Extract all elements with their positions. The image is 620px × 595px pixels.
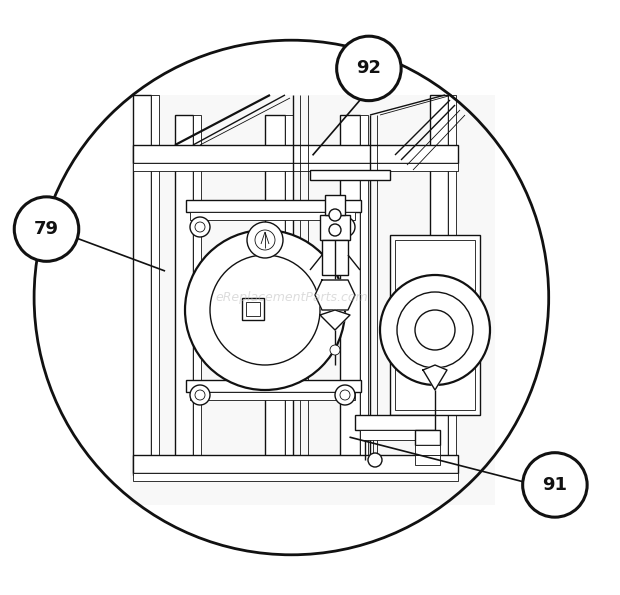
Circle shape xyxy=(340,222,350,232)
Text: 92: 92 xyxy=(356,60,381,77)
Bar xyxy=(133,163,458,171)
Circle shape xyxy=(330,345,340,355)
Bar xyxy=(395,240,475,410)
Bar xyxy=(360,115,368,475)
Bar xyxy=(151,95,159,475)
Bar xyxy=(310,170,390,180)
Bar xyxy=(186,380,361,392)
Bar xyxy=(130,95,495,505)
Circle shape xyxy=(337,36,401,101)
Bar xyxy=(448,95,456,475)
Bar xyxy=(430,95,448,475)
Bar xyxy=(190,212,355,220)
Circle shape xyxy=(210,255,320,365)
Bar xyxy=(360,430,420,440)
Bar xyxy=(355,415,435,430)
Circle shape xyxy=(329,224,341,236)
Bar xyxy=(246,302,260,316)
Bar xyxy=(340,115,360,475)
Bar xyxy=(415,430,440,445)
Bar xyxy=(175,115,193,475)
Circle shape xyxy=(190,385,210,405)
Circle shape xyxy=(185,230,345,390)
Bar xyxy=(325,195,345,215)
Circle shape xyxy=(190,217,210,237)
Circle shape xyxy=(397,292,473,368)
Text: eReplacementParts.com: eReplacementParts.com xyxy=(215,291,368,304)
Circle shape xyxy=(195,390,205,400)
Bar xyxy=(265,115,285,475)
Circle shape xyxy=(255,230,275,250)
Bar xyxy=(133,455,458,473)
Text: 79: 79 xyxy=(34,220,59,238)
Polygon shape xyxy=(320,310,350,330)
Circle shape xyxy=(247,222,283,258)
Bar xyxy=(322,240,348,275)
Circle shape xyxy=(195,222,205,232)
Circle shape xyxy=(14,197,79,261)
Circle shape xyxy=(329,209,341,221)
Circle shape xyxy=(335,217,355,237)
Bar xyxy=(193,115,201,475)
Bar xyxy=(242,298,264,320)
Circle shape xyxy=(380,275,490,385)
Bar xyxy=(133,95,151,475)
Circle shape xyxy=(368,453,382,467)
Bar xyxy=(320,215,350,240)
Bar xyxy=(133,145,458,163)
Bar xyxy=(190,392,355,400)
Bar xyxy=(390,235,480,415)
Circle shape xyxy=(340,390,350,400)
Polygon shape xyxy=(315,280,355,310)
Bar xyxy=(415,455,440,465)
Circle shape xyxy=(415,310,455,350)
Circle shape xyxy=(335,385,355,405)
Bar xyxy=(186,200,361,212)
Bar xyxy=(133,473,458,481)
Text: 91: 91 xyxy=(542,476,567,494)
Circle shape xyxy=(523,453,587,517)
Polygon shape xyxy=(423,365,447,390)
Bar xyxy=(415,445,440,455)
Bar xyxy=(285,115,293,475)
